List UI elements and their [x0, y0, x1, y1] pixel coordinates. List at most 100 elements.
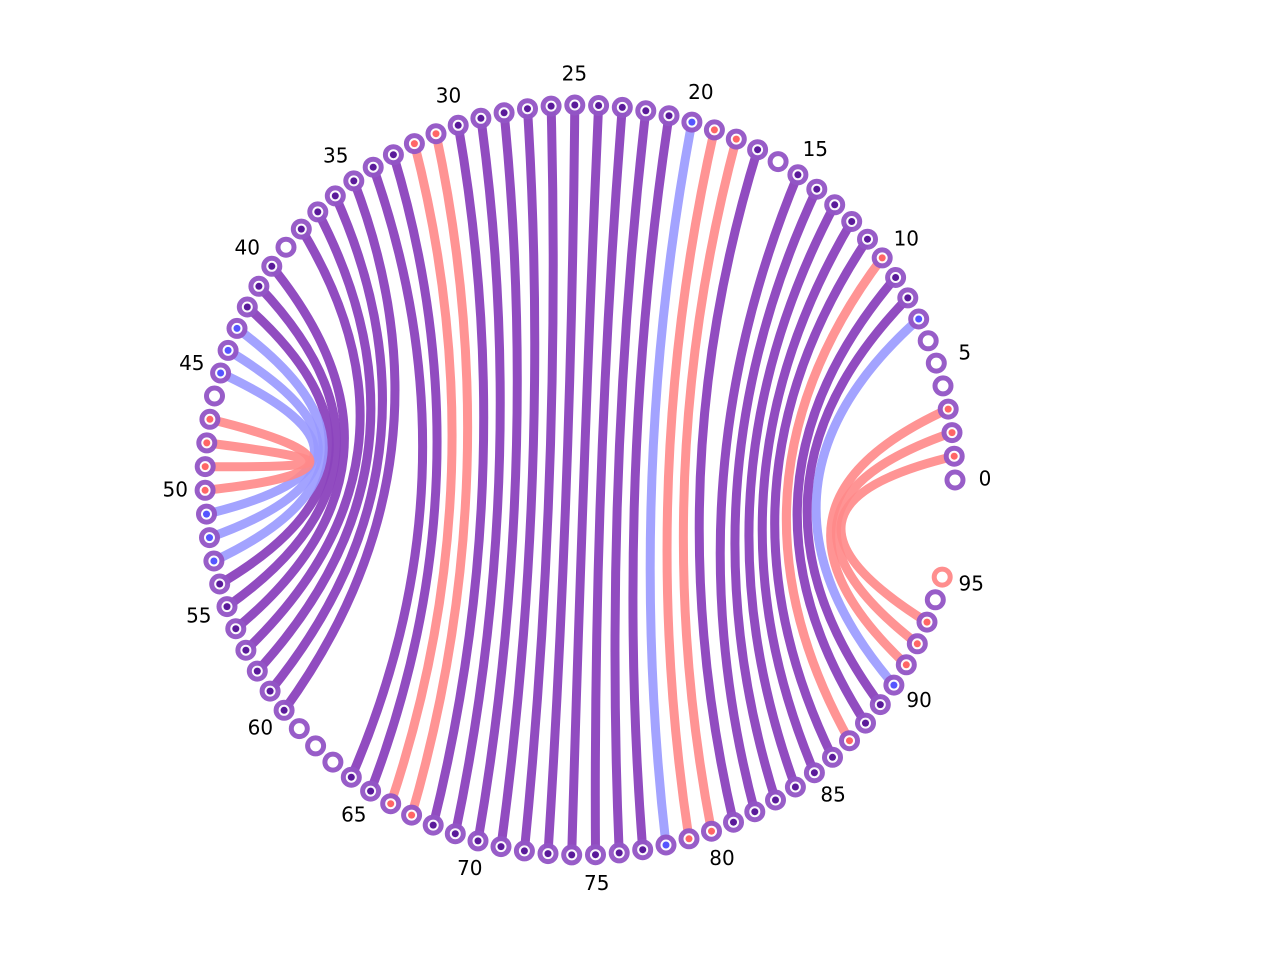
- chord-34-64: [346, 162, 428, 782]
- node-1: [943, 445, 965, 467]
- node-32: [403, 133, 425, 155]
- node-10: [871, 247, 893, 269]
- chord-layer: [200, 100, 959, 860]
- node-label-15: 15: [803, 137, 828, 161]
- node-label-5: 5: [958, 340, 971, 364]
- node-53: [203, 550, 225, 572]
- node-87: [839, 730, 860, 752]
- node-12: [841, 211, 863, 232]
- chord-20-78: [645, 117, 697, 850]
- node-24: [588, 95, 610, 116]
- node-52: [199, 527, 220, 549]
- chord-11-86: [770, 234, 872, 762]
- node-13: [824, 194, 846, 216]
- node-56: [225, 618, 247, 640]
- chord-9-88: [792, 273, 901, 728]
- chord-22-76: [610, 106, 651, 858]
- node-57: [235, 639, 257, 661]
- node-label-55: 55: [186, 603, 211, 627]
- node-40: [261, 255, 283, 277]
- node-54: [209, 573, 231, 595]
- node-35: [343, 170, 365, 192]
- node-label-70: 70: [457, 856, 482, 880]
- node-39: [275, 236, 297, 258]
- chord-21-77: [628, 111, 674, 855]
- node-11: [857, 228, 878, 250]
- node-5: [925, 352, 947, 374]
- node-21: [658, 105, 680, 127]
- chord-8-89: [802, 293, 913, 710]
- node-4: [932, 375, 954, 397]
- node-84: [784, 776, 806, 798]
- chord-32-66: [386, 139, 457, 809]
- chord-24-74: [567, 101, 604, 860]
- node-95: [931, 566, 953, 588]
- chord-23-75: [590, 102, 627, 860]
- chord-36-59: [265, 191, 387, 696]
- node-83: [765, 789, 786, 811]
- chord-33-65: [366, 150, 442, 796]
- node-25: [564, 94, 586, 116]
- node-73: [537, 843, 559, 865]
- node-14: [806, 178, 828, 200]
- node-28: [493, 102, 515, 124]
- node-74: [561, 844, 583, 866]
- node-label-0: 0: [979, 467, 992, 491]
- node-2: [941, 422, 963, 444]
- node-66: [380, 793, 402, 815]
- chord-28-70: [473, 108, 522, 846]
- node-79: [678, 828, 700, 850]
- node-layer: [194, 94, 966, 866]
- chord-17-81: [694, 145, 763, 827]
- chord-12-85: [757, 217, 857, 778]
- node-46: [204, 385, 225, 407]
- node-label-85: 85: [820, 783, 845, 807]
- node-91: [895, 654, 917, 676]
- node-label-50: 50: [162, 478, 187, 502]
- node-50: [194, 479, 216, 501]
- node-60: [273, 699, 295, 721]
- node-55: [216, 596, 238, 618]
- node-37: [307, 201, 329, 223]
- chord-13-84: [744, 200, 840, 792]
- node-15: [787, 164, 809, 186]
- node-20: [681, 111, 703, 133]
- node-48: [196, 432, 218, 454]
- node-34: [362, 156, 384, 178]
- node-label-35: 35: [323, 144, 348, 168]
- node-label-90: 90: [906, 688, 931, 712]
- chord-14-83: [730, 184, 822, 805]
- node-76: [608, 842, 630, 864]
- chord-25-73: [543, 100, 580, 859]
- chord-15-82: [715, 170, 803, 817]
- node-0: [944, 469, 966, 491]
- node-label-10: 10: [894, 227, 919, 251]
- node-75: [585, 844, 606, 866]
- chord-7-90: [811, 314, 924, 690]
- node-22: [635, 100, 657, 122]
- node-85: [803, 762, 825, 784]
- chord-2-92: [831, 428, 957, 649]
- chord-43-53: [209, 323, 328, 566]
- node-8: [897, 287, 919, 309]
- label-layer: 0 5 10 15 20 25 30 35 40 45 50 55 60 65 70 75 80 85 90 95: [162, 62, 991, 896]
- node-92: [906, 633, 928, 655]
- node-27: [517, 98, 538, 120]
- node-33: [382, 144, 404, 166]
- node-71: [490, 836, 512, 858]
- node-93: [916, 611, 938, 633]
- node-86: [822, 746, 843, 768]
- node-45: [210, 362, 232, 384]
- node-19: [703, 119, 725, 141]
- node-63: [322, 751, 344, 773]
- chord-41-55: [222, 281, 341, 612]
- node-82: [744, 801, 766, 823]
- node-16: [767, 151, 789, 173]
- node-23: [611, 96, 633, 118]
- chord-1-93: [836, 451, 959, 627]
- node-label-65: 65: [341, 803, 366, 827]
- chord-18-80: [678, 134, 741, 836]
- node-42: [236, 296, 258, 318]
- node-94: [924, 589, 946, 611]
